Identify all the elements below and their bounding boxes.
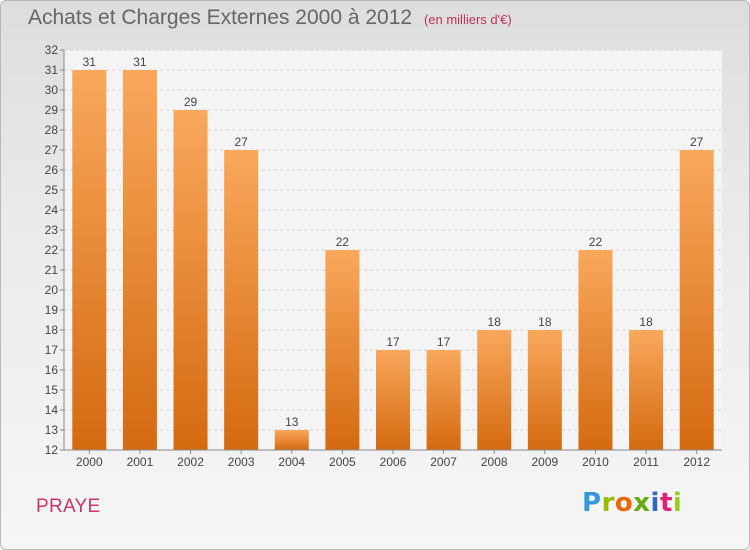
logo-letter: P bbox=[582, 488, 602, 518]
logo-letter: r bbox=[601, 488, 615, 518]
y-tick-label: 22 bbox=[45, 243, 59, 257]
x-tick-label: 2005 bbox=[329, 455, 356, 469]
x-tick-label: 2010 bbox=[582, 455, 609, 469]
y-tick-label: 32 bbox=[45, 43, 59, 57]
x-tick-label: 2008 bbox=[481, 455, 508, 469]
bar bbox=[376, 350, 410, 450]
data-label: 17 bbox=[437, 335, 451, 349]
x-tick-label: 2003 bbox=[228, 455, 255, 469]
y-tick-label: 28 bbox=[45, 123, 59, 137]
y-tick-label: 30 bbox=[45, 83, 59, 97]
data-label: 13 bbox=[285, 415, 299, 429]
y-tick-label: 26 bbox=[45, 163, 59, 177]
data-label: 31 bbox=[83, 55, 97, 69]
data-label: 29 bbox=[184, 95, 198, 109]
bar bbox=[679, 150, 714, 450]
bar bbox=[173, 110, 208, 450]
bar bbox=[325, 250, 360, 450]
y-tick-label: 25 bbox=[45, 183, 59, 197]
y-tick-label: 16 bbox=[45, 363, 59, 377]
logo-letter: o bbox=[614, 488, 634, 518]
bar bbox=[426, 350, 461, 450]
y-tick-label: 27 bbox=[45, 143, 59, 157]
data-label: 31 bbox=[133, 55, 147, 69]
chart-subtitle: (en milliers d'€) bbox=[423, 12, 512, 27]
y-tick-label: 12 bbox=[45, 443, 59, 457]
data-label: 27 bbox=[234, 135, 248, 149]
y-tick-label: 13 bbox=[45, 423, 59, 437]
bar bbox=[527, 330, 562, 450]
y-tick-label: 24 bbox=[45, 203, 59, 217]
data-label: 18 bbox=[538, 315, 552, 329]
y-tick-label: 20 bbox=[45, 283, 59, 297]
y-tick-label: 29 bbox=[45, 103, 59, 117]
logo-letter: x bbox=[633, 488, 651, 518]
bar bbox=[224, 150, 259, 450]
x-tick-label: 2000 bbox=[76, 455, 103, 469]
y-tick-label: 18 bbox=[45, 323, 59, 337]
x-tick-label: 2012 bbox=[683, 455, 710, 469]
bar bbox=[72, 70, 107, 450]
bar bbox=[578, 250, 613, 450]
chart-title-text: Achats et Charges Externes 2000 à 2012 bbox=[28, 6, 413, 29]
y-tick-label: 19 bbox=[45, 303, 59, 317]
y-tick-label: 31 bbox=[45, 63, 59, 77]
bar bbox=[274, 430, 309, 450]
bar bbox=[629, 330, 664, 450]
x-tick-label: 2009 bbox=[531, 455, 558, 469]
commune-name: PRAYE bbox=[36, 496, 101, 517]
chart-title: Achats et Charges Externes 2000 à 2012 (… bbox=[28, 6, 512, 30]
bar bbox=[122, 70, 157, 450]
proxiti-logo: Proxiti bbox=[582, 488, 682, 518]
y-tick-label: 23 bbox=[45, 223, 59, 237]
data-label: 22 bbox=[336, 235, 350, 249]
y-tick-label: 21 bbox=[45, 263, 59, 277]
data-label: 18 bbox=[488, 315, 502, 329]
data-label: 18 bbox=[639, 315, 653, 329]
logo-letter: i bbox=[650, 488, 660, 518]
data-label: 22 bbox=[589, 235, 603, 249]
x-tick-label: 2001 bbox=[127, 455, 154, 469]
logo-letter: t bbox=[659, 488, 673, 518]
y-tick-label: 17 bbox=[45, 343, 59, 357]
data-label: 27 bbox=[690, 135, 704, 149]
x-tick-label: 2011 bbox=[633, 455, 659, 469]
x-tick-label: 2002 bbox=[177, 455, 204, 469]
logo-letter: i bbox=[672, 488, 683, 518]
y-tick-label: 14 bbox=[45, 403, 59, 417]
x-tick-label: 2004 bbox=[278, 455, 305, 469]
y-tick-label: 15 bbox=[45, 383, 59, 397]
x-tick-label: 2007 bbox=[430, 455, 457, 469]
data-label: 17 bbox=[386, 335, 400, 349]
bar bbox=[477, 330, 512, 450]
x-tick-label: 2006 bbox=[380, 455, 407, 469]
